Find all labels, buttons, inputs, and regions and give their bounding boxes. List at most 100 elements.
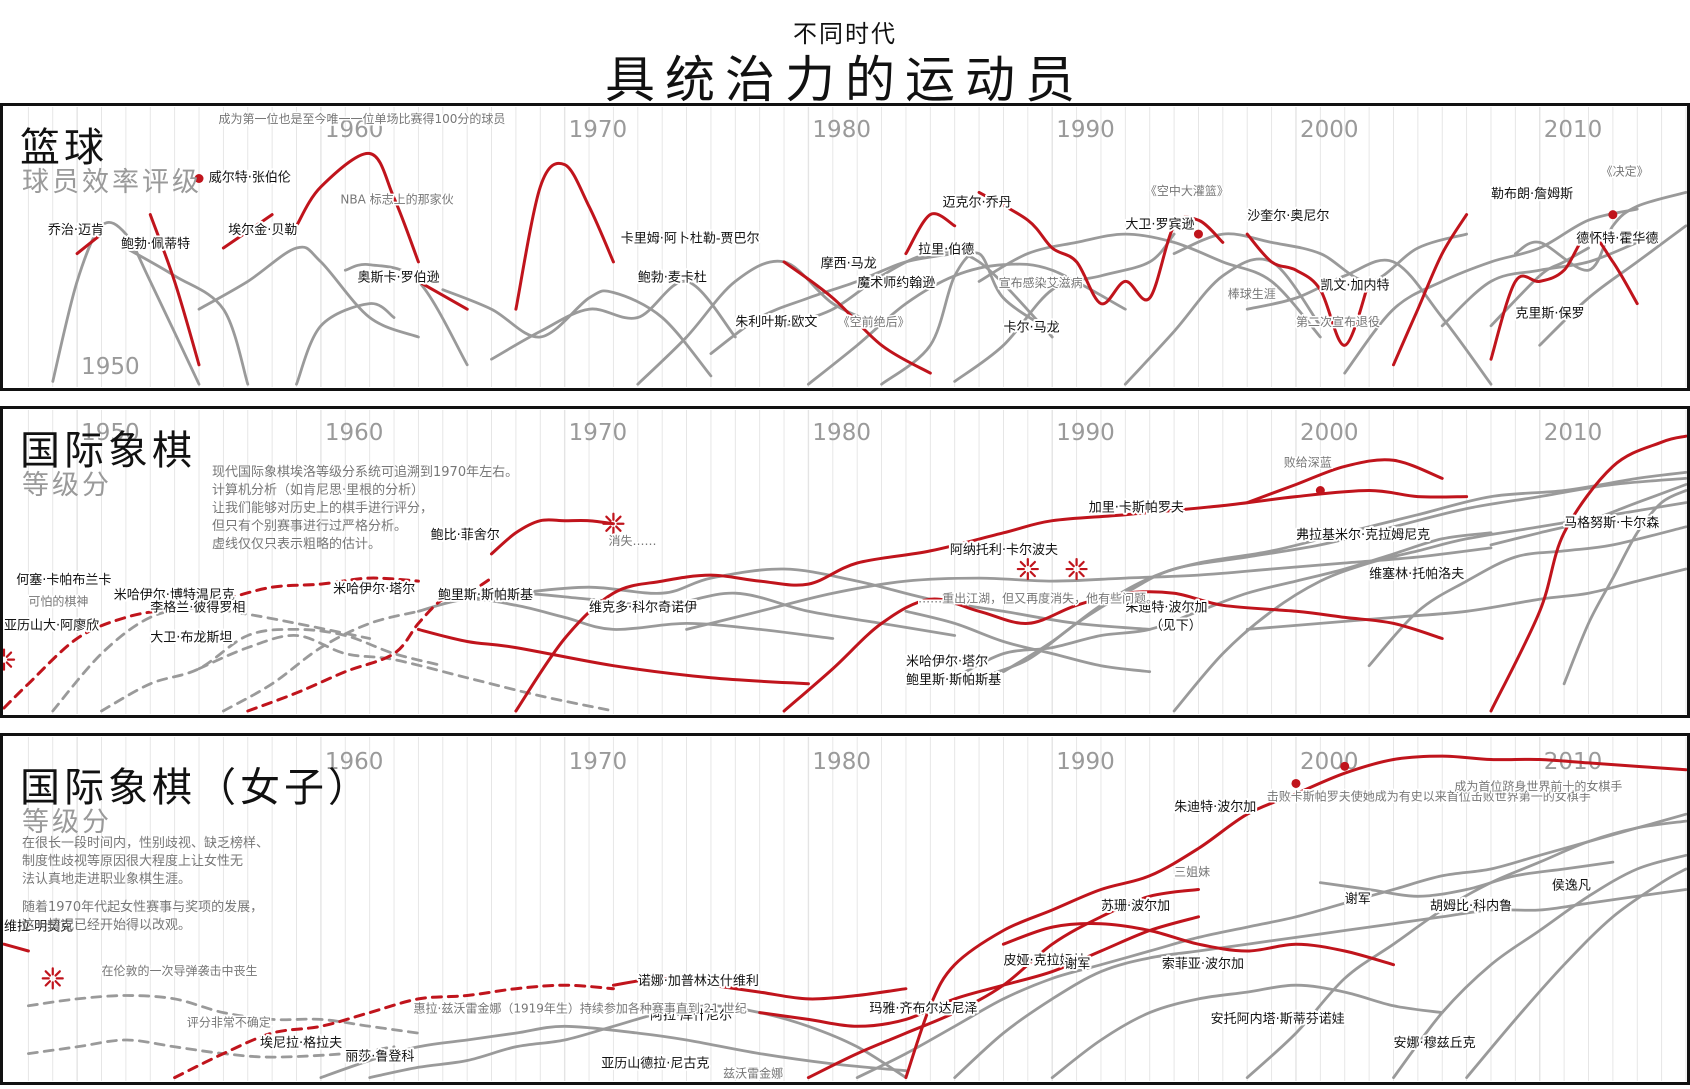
- event-marker: [1193, 229, 1203, 239]
- athlete-line: [197, 634, 615, 713]
- athlete-line: [1172, 232, 1468, 283]
- athlete-label: 鲍勃·佩蒂特: [121, 237, 190, 252]
- note-line: 让我们能够对历史上的棋手进行评分，: [212, 501, 434, 516]
- athlete-line: [1245, 258, 1493, 386]
- panel-frame: [0, 733, 1690, 1085]
- burst-ray: [5, 651, 13, 658]
- athlete-label: 李格兰·彼得罗相: [150, 599, 245, 615]
- athlete-label: 侯逸凡: [1552, 878, 1591, 893]
- athlete-line: [490, 279, 737, 361]
- dominant-athlete-line: [2, 942, 30, 953]
- decade-label: 1990: [1056, 749, 1115, 775]
- dominant-athlete-line: [416, 627, 810, 686]
- panel-chess: 1950 1960 1970 1980 1990 2000 2010 何塞·卡帕布兰卡 亚历山大…: [0, 406, 1690, 718]
- athlete-line: [197, 245, 420, 339]
- panel-chess-women-note: 在很长一段时间内，性别歧视、缺乏榜样、 制度性歧视等原因很大程度上让女性无 法认…: [22, 835, 269, 935]
- annotation: 《决定》: [1601, 164, 1649, 179]
- athlete-label: 何塞·卡帕布兰卡: [16, 572, 111, 588]
- decade-label: 1980: [812, 749, 871, 775]
- athlete-label: 拉里·伯德: [918, 243, 974, 258]
- annotation: 在伦敦的一次导弹袭击中丧生: [102, 963, 258, 978]
- athlete-label: 玛雅·齐布尔达尼泽: [869, 1001, 977, 1017]
- athlete-label: 克里斯·保罗: [1515, 307, 1584, 322]
- dominant-athlete-line: [295, 151, 420, 264]
- decade-label: 2000: [1300, 117, 1359, 143]
- dominant-athlete-line: [977, 190, 1225, 306]
- athlete-label: 亚历山大·阿廖欣: [4, 617, 99, 633]
- athlete-line: [1002, 471, 1688, 674]
- athlete-line: [222, 609, 420, 713]
- athlete-label: 安托阿内塔·斯蒂芬诺娃: [1211, 1011, 1345, 1027]
- dominant-athlete-line: [758, 915, 1200, 1028]
- dominant-athlete-line: [1001, 922, 1395, 967]
- athlete-line: [1489, 483, 1688, 547]
- athlete-label: 丽莎·鲁登科: [345, 1049, 414, 1064]
- annotation: 棒球生涯: [1228, 287, 1276, 301]
- athlete-label: 加里·卡斯帕罗夫: [1089, 501, 1184, 516]
- athlete-line: [441, 288, 713, 378]
- burst-ray: [54, 970, 61, 977]
- athlete-line: [1245, 567, 1688, 631]
- athlete-line: [1245, 819, 1688, 1079]
- athlete-label: 维塞林·托帕洛夫: [1369, 566, 1464, 582]
- dominant-athlete-line: [1245, 458, 1444, 505]
- annotation: 成为首位跻身世界前十的女棋手: [1454, 778, 1622, 793]
- athlete-line: [636, 259, 883, 386]
- event-marker: [194, 174, 204, 183]
- athlete-label: 魔术师约翰逊: [857, 276, 935, 291]
- disappearance-burst: [1016, 557, 1039, 581]
- athlete-label: 沙奎尔·奥尼尔: [1247, 209, 1329, 224]
- athlete-label: 凯文·加内特: [1320, 278, 1389, 294]
- decade-label: 1960: [325, 117, 384, 143]
- athlete-line: [319, 1024, 908, 1079]
- athlete-label: 埃尔金·贝勒: [228, 222, 297, 238]
- athlete-line: [880, 251, 1054, 386]
- note-line: 虚线仅仅只表示粗略的估计。: [212, 537, 382, 552]
- annotation: 第二次宣布退役: [1296, 314, 1380, 329]
- dominant-athlete-line: [1392, 213, 1469, 367]
- note-line: [22, 889, 269, 899]
- athlete-line: [1123, 257, 1322, 386]
- panel-chess-women-subtitle: 等级分: [22, 807, 112, 838]
- athlete-line: [1367, 525, 1688, 668]
- athlete-line: [977, 232, 1322, 339]
- decade-label: 1950: [81, 420, 140, 446]
- burst-ray: [615, 515, 622, 523]
- dominant-athlete-line: [611, 976, 908, 1001]
- athlete-label: （见下）: [1150, 618, 1202, 633]
- disappearance-burst: [602, 512, 625, 535]
- note-line: 但只有个别赛事进行过严格分析。: [212, 519, 408, 534]
- dominant-athlete-line: [904, 754, 1688, 1080]
- athlete-label: 奥斯卡·罗伯逊: [357, 270, 439, 285]
- athlete-line: [1514, 191, 1688, 272]
- panel-basketball-title: 篮球: [20, 125, 108, 171]
- annotation: 《空前绝后》: [838, 314, 910, 329]
- decade-label: 1980: [812, 420, 871, 446]
- panel-chess-plot: 1950 1960 1970 1980 1990 2000 2010 何塞·卡帕布兰卡亚历山大…: [0, 406, 1690, 718]
- dominant-athlete-line: [1245, 232, 1371, 347]
- burst-ray: [1068, 570, 1075, 578]
- athlete-label: 摩西·马龙: [821, 255, 877, 271]
- athlete-line: [1318, 860, 1615, 898]
- athlete-line: [27, 1038, 396, 1059]
- dominant-athlete-line: [1489, 434, 1688, 713]
- event-marker: [1291, 778, 1301, 788]
- panel-basketball-subtitle: 球员效率评级: [22, 167, 202, 198]
- burst-ray: [1029, 570, 1036, 578]
- athlete-line: [27, 994, 420, 1035]
- athlete-label: 朱利叶斯·欧文: [735, 315, 817, 330]
- annotation: 评分非常不确定: [187, 1014, 271, 1029]
- panel-chess-women: 1960 1970 1980 1990 2000 2010 维拉·明契克 埃尼拉·格拉夫 丽莎·…: [0, 733, 1690, 1085]
- burst-ray: [605, 515, 612, 523]
- panel-basketball: 1960 1970 1980 1990 2000 2010 1950 乔治·迈肯 鲍勃·佩蒂特 威…: [0, 103, 1690, 391]
- dominant-athlete-line: [221, 213, 274, 250]
- athlete-line: [100, 627, 445, 713]
- athlete-line: [1343, 207, 1639, 375]
- burst-ray: [44, 970, 52, 977]
- burst-ray: [54, 980, 61, 987]
- athlete-label: 弗拉基米尔·克拉姆尼克: [1296, 528, 1430, 543]
- dominant-athlete-line: [246, 576, 493, 713]
- athlete-label: 鲍里斯·斯帕斯基: [906, 673, 1001, 688]
- athlete-label: 大卫·罗宾逊: [1125, 217, 1194, 233]
